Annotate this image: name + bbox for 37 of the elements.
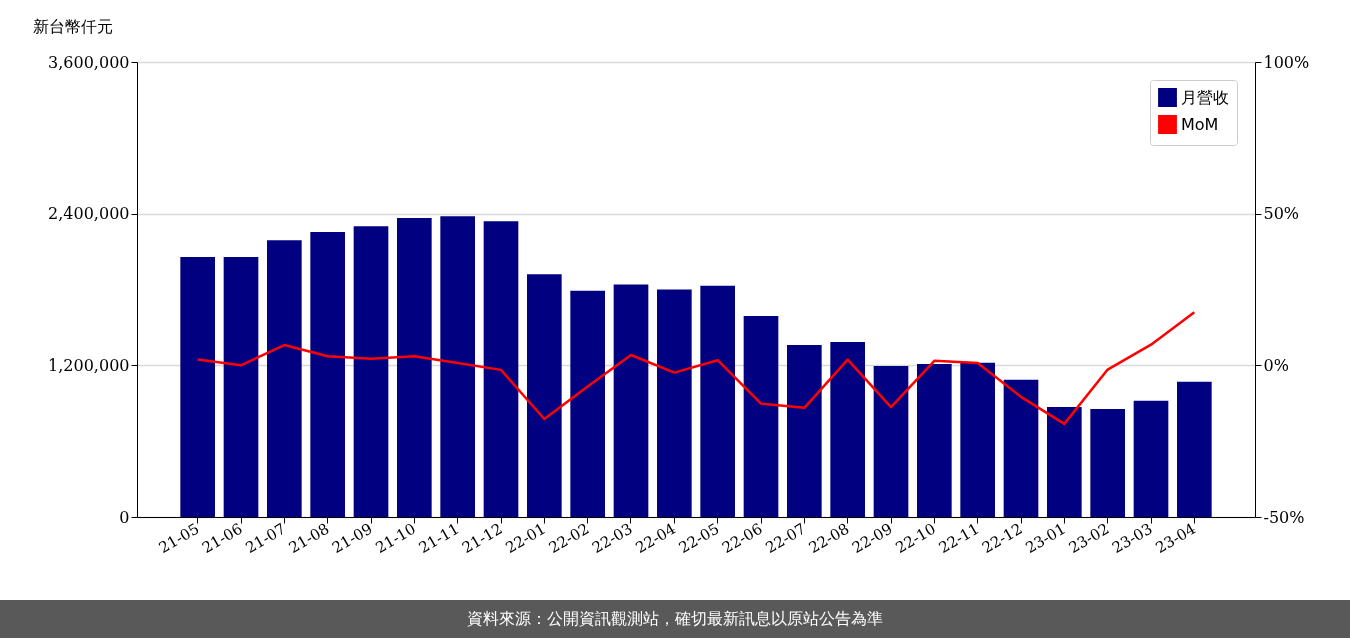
bar (527, 274, 562, 517)
y-tick-label: 0 (119, 507, 130, 527)
bar (1090, 408, 1125, 517)
bar (830, 341, 865, 517)
line-series (196, 311, 1196, 426)
y-axis-title: 新台幣仟元 (32, 16, 113, 36)
bar (960, 362, 995, 517)
bar (613, 284, 649, 517)
bar (1133, 400, 1169, 517)
bar (180, 257, 215, 517)
legend-label: MoM (1181, 114, 1219, 134)
bar (700, 285, 735, 517)
bar (267, 240, 302, 517)
bar (657, 289, 692, 517)
bar (353, 226, 389, 517)
y2-tick-label: 0% (1263, 355, 1289, 375)
bar (440, 216, 475, 517)
y2-tick-label: 50% (1263, 204, 1300, 224)
y-tick-label: 3,600,000 (48, 52, 130, 72)
bar (787, 345, 822, 517)
y-tick-label: 2,400,000 (48, 204, 130, 224)
bar (743, 316, 779, 517)
y2-tick-label: 100% (1263, 52, 1310, 72)
bar (397, 217, 432, 517)
bar (1003, 379, 1039, 517)
bar (917, 364, 952, 517)
y2-tick-label: -50% (1263, 507, 1305, 527)
bar (1177, 381, 1212, 517)
bar (223, 257, 259, 517)
y-tick-label: 1,200,000 (48, 355, 130, 375)
legend-label: 月營收 (1181, 87, 1229, 107)
bar (1047, 407, 1082, 517)
source-note: 資料來源：公開資訊觀測站，確切最新訊息以原站公告為準 (467, 609, 883, 628)
bar (873, 365, 909, 517)
bar (570, 290, 605, 517)
bar (310, 231, 345, 517)
bar (483, 221, 519, 517)
